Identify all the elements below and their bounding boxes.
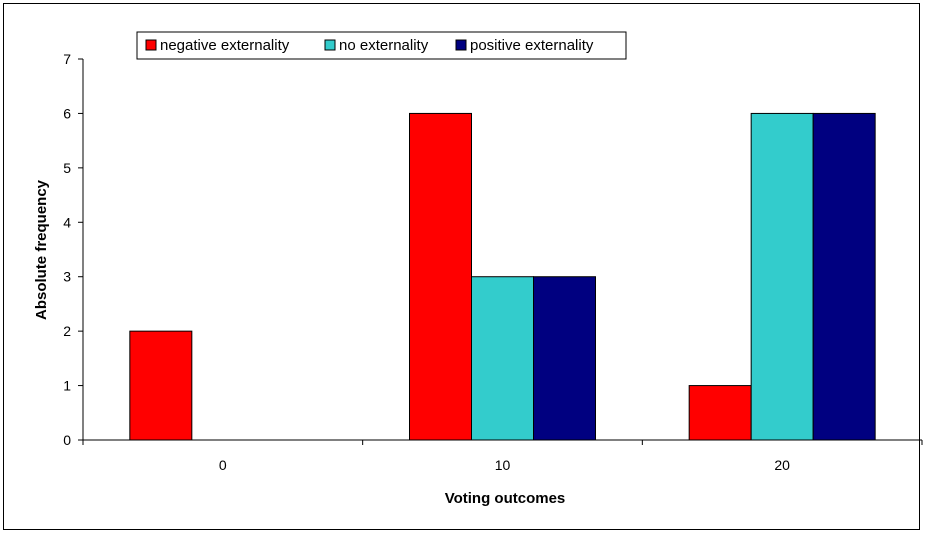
- y-tick-label: 3: [63, 269, 71, 285]
- legend-swatch: [324, 39, 336, 51]
- x-ticks: 0 10 20: [82, 440, 923, 473]
- legend-swatch: [145, 39, 157, 51]
- legend: negative externality no externality positi…: [136, 31, 627, 60]
- bar-negative-externality-20: [688, 385, 752, 441]
- y-ticks: 0 1 2 3 4 5 6 7: [63, 51, 83, 448]
- x-axis-title: Voting outcomes: [445, 490, 566, 507]
- bar-positive-externality-10: [533, 276, 596, 441]
- y-axis-title: Absolute frequency: [33, 179, 50, 320]
- bar-positive-externality-20: [812, 112, 876, 441]
- y-tick-label: 5: [63, 160, 71, 176]
- x-tick-label: 0: [219, 457, 227, 473]
- bars: [129, 112, 876, 441]
- legend-label: positive externality: [470, 37, 594, 54]
- x-tick-label: 20: [774, 457, 790, 473]
- legend-box: [136, 31, 627, 60]
- bar-negative-externality-0: [129, 330, 193, 441]
- y-tick-label: 1: [63, 378, 71, 394]
- y-tick-label: 7: [63, 51, 71, 67]
- x-tick-label: 10: [495, 457, 511, 473]
- axes: [82, 59, 922, 441]
- bar-no-externality-20: [750, 112, 814, 441]
- y-tick-label: 2: [63, 323, 71, 339]
- bar-no-externality-10: [471, 276, 534, 441]
- y-tick-label: 0: [63, 432, 71, 448]
- bar-negative-externality-10: [409, 112, 472, 441]
- legend-label: no externality: [339, 37, 429, 54]
- legend-label: negative externality: [160, 37, 290, 54]
- legend-swatch: [455, 39, 467, 51]
- y-tick-label: 4: [63, 214, 71, 230]
- y-tick-label: 6: [63, 105, 71, 121]
